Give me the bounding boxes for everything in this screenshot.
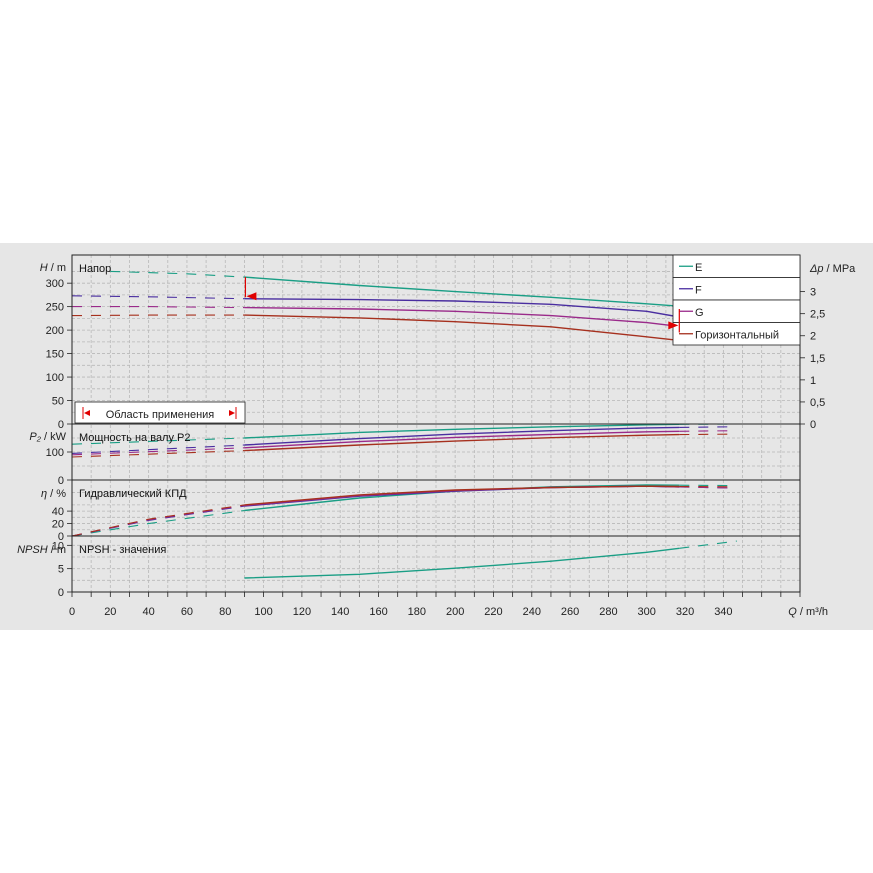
- x-tick-label: 180: [408, 606, 426, 618]
- series-line-Горизонтальный: [71, 450, 245, 458]
- series-line-Горизонтальный: [244, 485, 680, 506]
- x-tick-label: 140: [331, 606, 349, 618]
- y2-tick-label: 3: [810, 287, 816, 299]
- y-tick-label: 250: [46, 302, 64, 314]
- range-label-left-arrow: [84, 410, 90, 416]
- panel-title-head: Напор: [79, 263, 111, 275]
- range-end-arrow: [668, 321, 679, 330]
- y-axis-label-npsh: NPSH / m: [17, 544, 66, 556]
- legend-label: Горизонтальный: [695, 329, 779, 341]
- legend-item: [672, 322, 801, 346]
- series-line-G: [244, 485, 680, 507]
- series-line-G: [679, 430, 733, 432]
- x-tick-label: 300: [638, 606, 656, 618]
- y-tick-label: 40: [52, 506, 64, 518]
- x-tick-label: 60: [181, 606, 193, 618]
- legend-label: E: [695, 262, 702, 274]
- series-line-E: [244, 484, 680, 512]
- x-tick-label: 200: [446, 606, 464, 618]
- y2-tick-label: 0,5: [810, 397, 825, 409]
- x-tick-label: 0: [69, 606, 75, 618]
- y-tick-label: 0: [58, 419, 64, 431]
- series-line-G: [244, 430, 680, 449]
- panel-title-power: Мощность на валу P2: [79, 432, 191, 444]
- chart-canvas: 0 20 40 60 80 100 120 140 160 180 200 220 240 260 280 3…: [17, 254, 856, 618]
- legend-label: G: [695, 307, 704, 319]
- series-line-F: [244, 426, 680, 446]
- range-label-box: [74, 401, 246, 424]
- series-line-F: [679, 426, 733, 428]
- panel-title-efficiency: Гидравлический КПД: [79, 488, 187, 500]
- series-line-E: [110, 270, 245, 278]
- series-line-G: [71, 447, 245, 456]
- x-tick-label: 260: [561, 606, 579, 618]
- series-line-F: [244, 298, 680, 318]
- series-line-E: [679, 540, 737, 549]
- range-label-text: Область применения: [106, 409, 215, 421]
- y-tick-label: 50: [52, 396, 64, 408]
- pump-curve-chart: 0 20 40 60 80 100 120 140 160 180 200 220 240 260 280 3…: [0, 243, 873, 630]
- series-line-G: [72, 306, 245, 309]
- x-tick-label: 100: [254, 606, 272, 618]
- x-tick-label: 120: [293, 606, 311, 618]
- y2-tick-label: 0: [810, 419, 816, 431]
- y2-tick-label: 1,5: [810, 353, 825, 365]
- y2-tick-label: 1: [810, 375, 816, 387]
- series-line-E: [244, 276, 680, 307]
- y-tick-label: 0: [58, 475, 64, 487]
- x-tick-label: 40: [143, 606, 155, 618]
- x-tick-label: 160: [369, 606, 387, 618]
- series-line-E: [244, 423, 680, 439]
- y-tick-label: 150: [46, 349, 64, 361]
- series-line-G: [679, 486, 733, 489]
- series-line-E: [71, 509, 245, 537]
- series-line-Горизонтальный: [679, 433, 733, 436]
- y-axis-label-head: H / m: [40, 262, 66, 274]
- y2-tick-label: 2,5: [810, 309, 825, 321]
- panel-title-npsh: NPSH - значения: [79, 544, 166, 556]
- series-layer: [71, 270, 737, 579]
- y-tick-label: 100: [46, 447, 64, 459]
- x-tick-label: 80: [219, 606, 231, 618]
- series-line-E: [244, 547, 680, 579]
- y-tick-label: 5: [58, 564, 64, 576]
- series-line-E: [71, 437, 245, 445]
- y-tick-label: 20: [52, 519, 64, 531]
- x-tick-label: 320: [676, 606, 694, 618]
- series-line-Горизонтальный: [71, 504, 245, 537]
- series-line-Горизонтальный: [71, 314, 245, 317]
- text-layer: 0 20 40 60 80 100 120 140 160 180 200 220 240 260 280 3…: [17, 262, 856, 618]
- series-line-Горизонтальный: [244, 314, 680, 342]
- y2-tick-label: 2: [810, 331, 816, 343]
- x-tick-label: 20: [104, 606, 116, 618]
- y-tick-label: 200: [46, 325, 64, 337]
- x-tick-label: 220: [484, 606, 502, 618]
- series-line-Горизонтальный: [244, 433, 680, 452]
- legend-label: F: [695, 284, 702, 296]
- x-tick-label: 280: [599, 606, 617, 618]
- operating-range: Область применения: [74, 277, 680, 424]
- legend: EFG Горизонтальный: [672, 254, 801, 346]
- y-axis-label-efficiency: η / %: [41, 488, 66, 500]
- panel-frame-npsh: [71, 535, 801, 593]
- y-tick-label: 10: [52, 540, 64, 552]
- y2-axis-label: Δp / MPa: [809, 263, 856, 275]
- x-axis-label: Q / m³/h: [788, 606, 828, 618]
- range-label-right-arrow: [229, 410, 235, 416]
- x-tick-label: 340: [714, 606, 732, 618]
- series-line-F: [71, 295, 245, 300]
- x-tick-label: 240: [523, 606, 541, 618]
- series-line-G: [244, 306, 680, 328]
- range-start-arrow: [246, 292, 257, 301]
- y-tick-label: 0: [58, 531, 64, 543]
- y-tick-label: 0: [58, 587, 64, 599]
- y-tick-label: 300: [46, 278, 64, 290]
- y-axis-label-power: P₂ / kW: [29, 431, 66, 443]
- y-tick-label: 100: [46, 372, 64, 384]
- series-line-F: [71, 444, 245, 454]
